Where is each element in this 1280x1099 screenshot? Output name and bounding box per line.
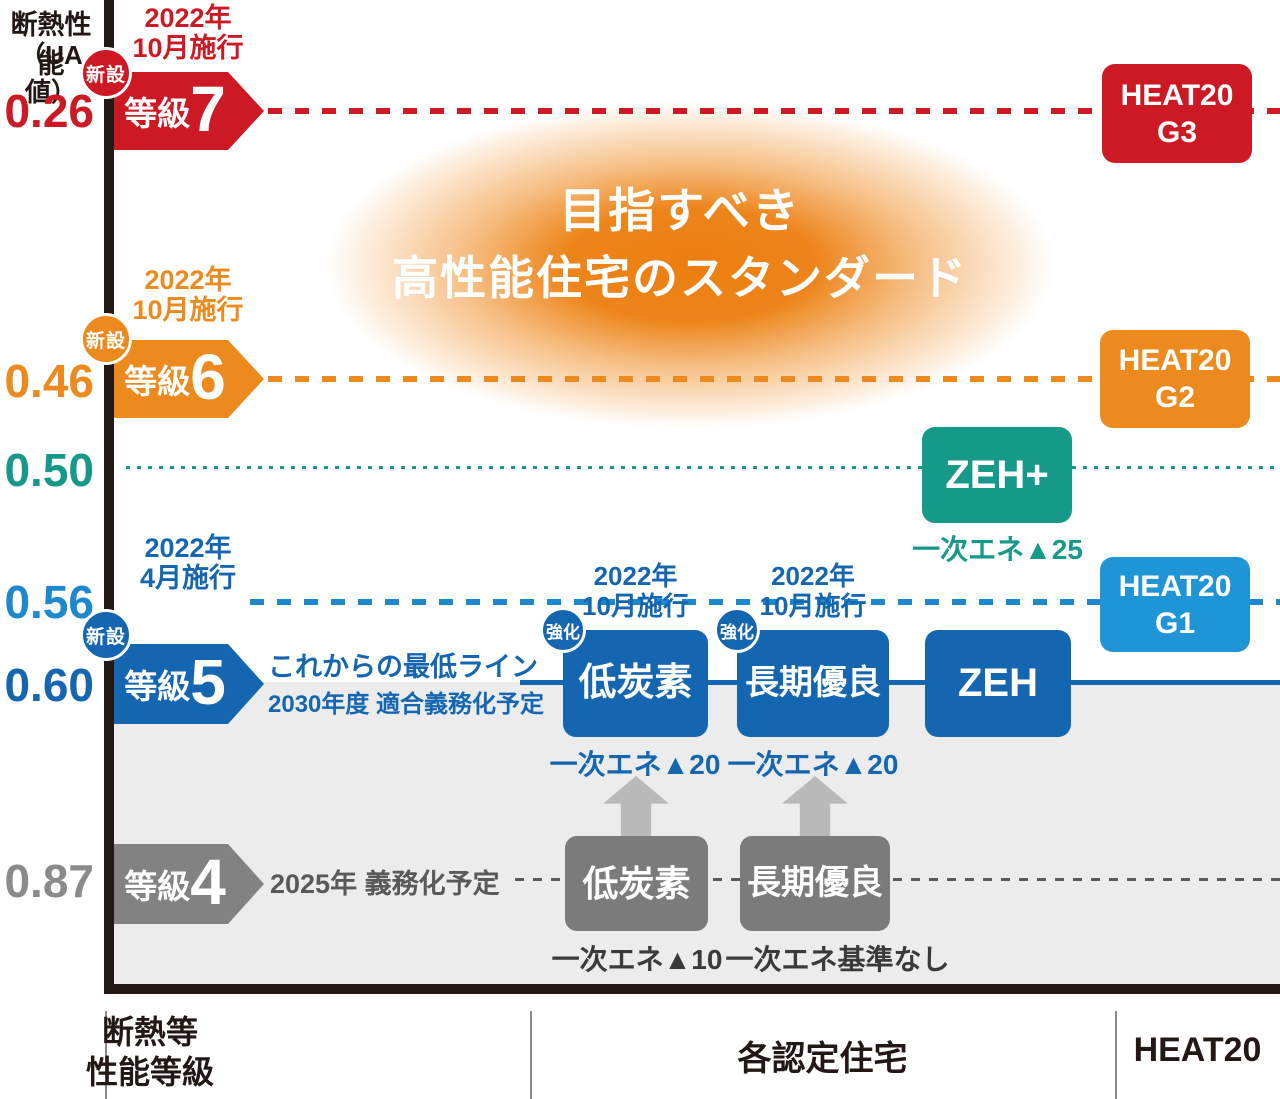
grade6-number: 6 [190, 341, 226, 413]
ua-value-050: 0.50 [4, 444, 94, 496]
center-message-line2: 高性能住宅のスタンダード [392, 252, 968, 304]
ua-value-060: 0.60 [4, 659, 94, 711]
grade6-arrow: 等級 6 [114, 340, 264, 418]
low-carbon-old-box: 低炭素 [565, 836, 708, 931]
grade5-number: 5 [190, 646, 226, 718]
heat20-g3-name: HEAT20 [1120, 78, 1234, 112]
grade5-note-line2: 2030年度 適合義務化予定 [268, 691, 545, 718]
low-carbon-new-note: 一次エネ▲20 [549, 749, 721, 780]
zeh-plus-note: 一次エネ▲25 [912, 534, 1083, 565]
grade5-arrow: 等級 5 [114, 644, 264, 724]
ua-value-056: 0.56 [4, 576, 94, 628]
grade7-label: 等級 [124, 95, 191, 132]
footer-insulation-grade: 断熱等 性能等級 [85, 1014, 214, 1090]
grade7-new-badge: 新設 [80, 47, 132, 99]
low-carbon-new-date: 2022年 10月施行 [582, 561, 689, 621]
grade4-note: 2025年 義務化予定 [270, 869, 500, 899]
long-term-new-note: 一次エネ▲20 [727, 749, 899, 780]
low-carbon-new-box: 低炭素 [563, 630, 708, 737]
ua-value-026: 0.26 [4, 85, 94, 137]
footer-heat20: HEAT20 [1133, 1031, 1262, 1069]
line-ua-050 [126, 466, 1280, 469]
grade5-date-line2: 4月施行 [139, 563, 237, 593]
grade7-arrow: 等級 7 [114, 72, 264, 150]
grade4-number: 4 [190, 846, 226, 918]
heat20-g3-grade: G3 [1156, 115, 1198, 149]
low-carbon-strengthen-badge: 強化 [540, 607, 586, 653]
footer-divider-1 [105, 1011, 107, 1099]
x-axis [104, 984, 1280, 994]
line-ua-060 [520, 680, 1280, 685]
heat20-g1-box: HEAT20 G1 [1100, 557, 1250, 652]
ua-value-046: 0.46 [4, 355, 94, 407]
grade5-note-line1: これからの最低ライン [268, 652, 538, 682]
grade6-new-badge: 新設 [80, 313, 132, 365]
grade7-date-line2: 10月施行 [132, 33, 244, 63]
long-term-new-date: 2022年 10月施行 [759, 561, 867, 621]
line-ua-026 [268, 108, 1280, 114]
axis-title-line1: 断熱性能 [10, 10, 92, 79]
footer-divider-3 [1115, 1011, 1117, 1099]
grade5-new-badge: 新設 [80, 609, 132, 661]
long-term-strengthen-badge: 強化 [714, 607, 760, 653]
heat20-g3-box: HEAT20 G3 [1102, 64, 1252, 163]
grade4-label: 等級 [124, 868, 191, 905]
grade6-date-line1: 2022年 [144, 265, 232, 295]
line-ua-046 [268, 376, 1280, 382]
y-axis [104, 0, 114, 994]
grade4-arrow: 等級 4 [114, 844, 264, 924]
grade5-date-line1: 2022年 [144, 533, 232, 563]
zeh-plus-box: ZEH+ [922, 427, 1072, 523]
center-message-line1: 目指すべき [559, 184, 801, 237]
footer-divider-2 [530, 1011, 532, 1099]
heat20-g1-grade: G1 [1154, 606, 1196, 640]
heat20-g1-name: HEAT20 [1118, 569, 1232, 603]
zeh-box: ZEH [925, 630, 1071, 737]
grade6-date-line2: 10月施行 [132, 295, 244, 325]
grade7-number: 7 [190, 73, 226, 145]
grade5-label: 等級 [124, 668, 191, 705]
long-term-old-box: 長期優良 [740, 836, 890, 931]
low-carbon-old-note: 一次エネ▲10 [551, 944, 723, 975]
line-ua-087 [515, 878, 1280, 881]
heat20-g2-box: HEAT20 G2 [1100, 330, 1250, 428]
ua-value-087: 0.87 [4, 855, 94, 907]
footer-certified-houses: 各認定住宅 [737, 1040, 908, 1078]
long-term-old-note: 一次エネ基準なし [725, 944, 950, 975]
grade6-label: 等級 [124, 363, 191, 400]
grade7-date-line1: 2022年 [144, 3, 232, 33]
line-ua-056 [250, 599, 1280, 605]
axis-title-line2: （UA値） [19, 40, 83, 107]
heat20-g2-grade: G2 [1154, 381, 1196, 414]
long-term-new-box: 長期優良 [737, 630, 889, 737]
heat20-g2-name: HEAT20 [1118, 344, 1232, 377]
